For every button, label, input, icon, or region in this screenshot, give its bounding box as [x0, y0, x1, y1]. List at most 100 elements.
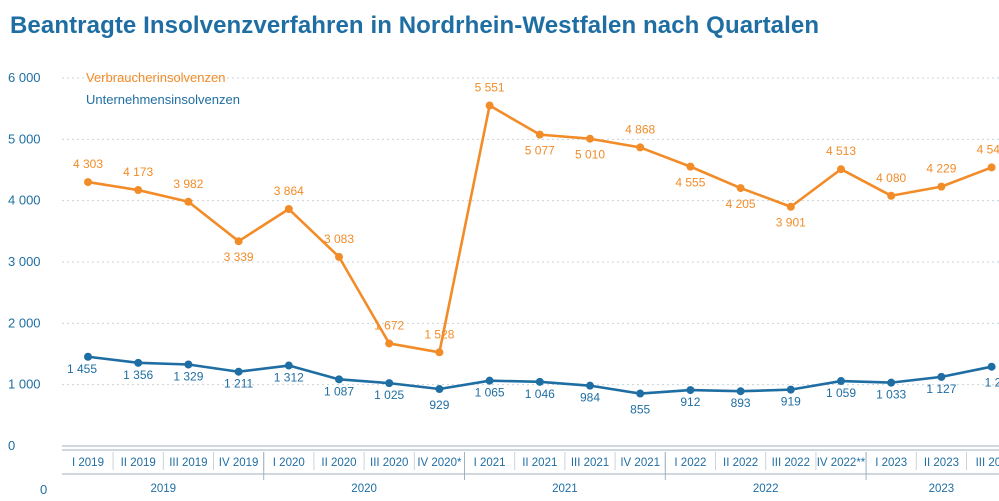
x-tick-label: II 2021 [522, 457, 557, 469]
x-tick-label: II 2019 [121, 457, 156, 469]
data-point [234, 237, 243, 246]
x-year-label: 2021 [552, 483, 578, 495]
data-label: 4 080 [876, 171, 906, 185]
data-label: 3 083 [324, 232, 354, 246]
y-tick-label: 1 000 [8, 377, 41, 392]
data-point [234, 367, 243, 376]
data-point [586, 134, 594, 143]
x-tick-label: I 2020 [273, 457, 305, 469]
data-label: 1 046 [525, 387, 555, 401]
data-label: 929 [429, 398, 449, 412]
data-label: 1 528 [424, 327, 454, 341]
x-tick-label: III 2020 [370, 457, 408, 469]
data-point [134, 358, 143, 367]
data-point [786, 202, 795, 211]
data-point [335, 375, 343, 384]
y-zero-label: 0 [40, 482, 47, 497]
data-point [937, 372, 946, 381]
data-label: 5 077 [525, 144, 555, 158]
data-label: 4 205 [726, 197, 756, 211]
series-group: 4 303 4 173 3 982 3 339 3 864 3 083 1 672 1 528… [67, 81, 999, 417]
data-label: 4 513 [826, 144, 856, 158]
data-point [284, 361, 293, 370]
x-tick-label: III 2021 [571, 457, 609, 469]
data-label: 855 [630, 403, 650, 417]
x-axis: I 2019 II 2019 III 2019 IV 2019 I 2020 II 202… [62, 449, 999, 495]
data-point [335, 252, 343, 261]
data-point [485, 101, 494, 110]
data-label: 912 [680, 395, 700, 409]
x-tick-label: II 2022 [723, 457, 758, 469]
data-point [837, 377, 845, 386]
x-tick-label: I 2019 [72, 457, 104, 469]
y-tick-label: 0 [8, 438, 15, 453]
x-tick-label: I 2023 [875, 457, 907, 469]
data-label: 3 339 [224, 250, 254, 264]
data-label: 5 010 [575, 148, 605, 162]
data-point [987, 362, 996, 371]
data-label: 1 329 [173, 369, 203, 383]
x-tick-label: I 2021 [474, 457, 506, 469]
data-label: 3 864 [274, 184, 304, 198]
data-label: 893 [731, 396, 751, 410]
data-point [736, 387, 745, 396]
x-year-label: 2023 [929, 483, 955, 495]
x-year-label: 2020 [351, 483, 377, 495]
y-tick-label: 3 000 [8, 254, 41, 269]
data-point [786, 385, 795, 394]
x-tick-label: IV 2022** [817, 457, 866, 469]
data-point [636, 389, 645, 398]
data-label: 4 303 [73, 157, 103, 171]
legend-entry: Unternehmensinsolvenzen [86, 92, 240, 107]
data-label: 4 868 [625, 122, 655, 136]
data-label: 1 455 [67, 362, 97, 376]
x-tick-label: III 2022 [772, 457, 810, 469]
data-point [184, 360, 193, 369]
data-label: 4 229 [926, 162, 956, 176]
y-tick-label: 6 000 [8, 70, 41, 85]
data-point [887, 191, 896, 200]
data-point [485, 376, 494, 385]
data-point [385, 339, 394, 348]
legend-entry: Verbraucherinsolvenzen [86, 70, 225, 85]
y-tick-label: 2 000 [8, 315, 41, 330]
data-label: 1 127 [926, 382, 956, 396]
data-label: 4 542 [977, 142, 999, 156]
data-point [937, 182, 946, 191]
y-tick-label: 4 000 [8, 193, 41, 208]
data-label: 4 173 [123, 165, 153, 179]
x-tick-label: III 202 [976, 457, 999, 469]
data-point [887, 378, 896, 387]
data-point [84, 352, 92, 361]
data-point [535, 377, 544, 386]
x-year-label: 2022 [753, 483, 779, 495]
data-label: 984 [580, 391, 600, 405]
data-label: 1 087 [324, 384, 354, 398]
data-label: 1 033 [876, 388, 906, 402]
data-point [987, 163, 996, 172]
data-point [134, 186, 143, 195]
data-point [736, 184, 745, 193]
data-point [686, 386, 695, 395]
data-label: 3 901 [776, 216, 806, 230]
x-tick-label: IV 2021 [620, 457, 660, 469]
data-label: 1 211 [224, 377, 253, 391]
data-label: 1 059 [826, 386, 856, 400]
data-label: 1 293 [985, 376, 999, 390]
data-label: 1 312 [274, 371, 304, 385]
data-point [686, 162, 695, 171]
y-axis: 6 000 5 000 4 000 3 000 2 000 1 000 0 0 [8, 70, 47, 497]
data-label: 1 025 [374, 388, 404, 402]
x-tick-label: III 2019 [169, 457, 207, 469]
data-point [837, 165, 845, 174]
x-tick-label: II 2023 [924, 457, 959, 469]
data-label: 1 065 [475, 386, 505, 400]
legend: Verbraucherinsolvenzen Unternehmensinsolv… [86, 70, 240, 107]
grid-lines [62, 77, 999, 447]
data-point [385, 379, 394, 388]
data-label: 3 982 [173, 177, 203, 191]
data-point [284, 205, 293, 214]
data-point [535, 130, 544, 139]
data-point [636, 143, 645, 152]
